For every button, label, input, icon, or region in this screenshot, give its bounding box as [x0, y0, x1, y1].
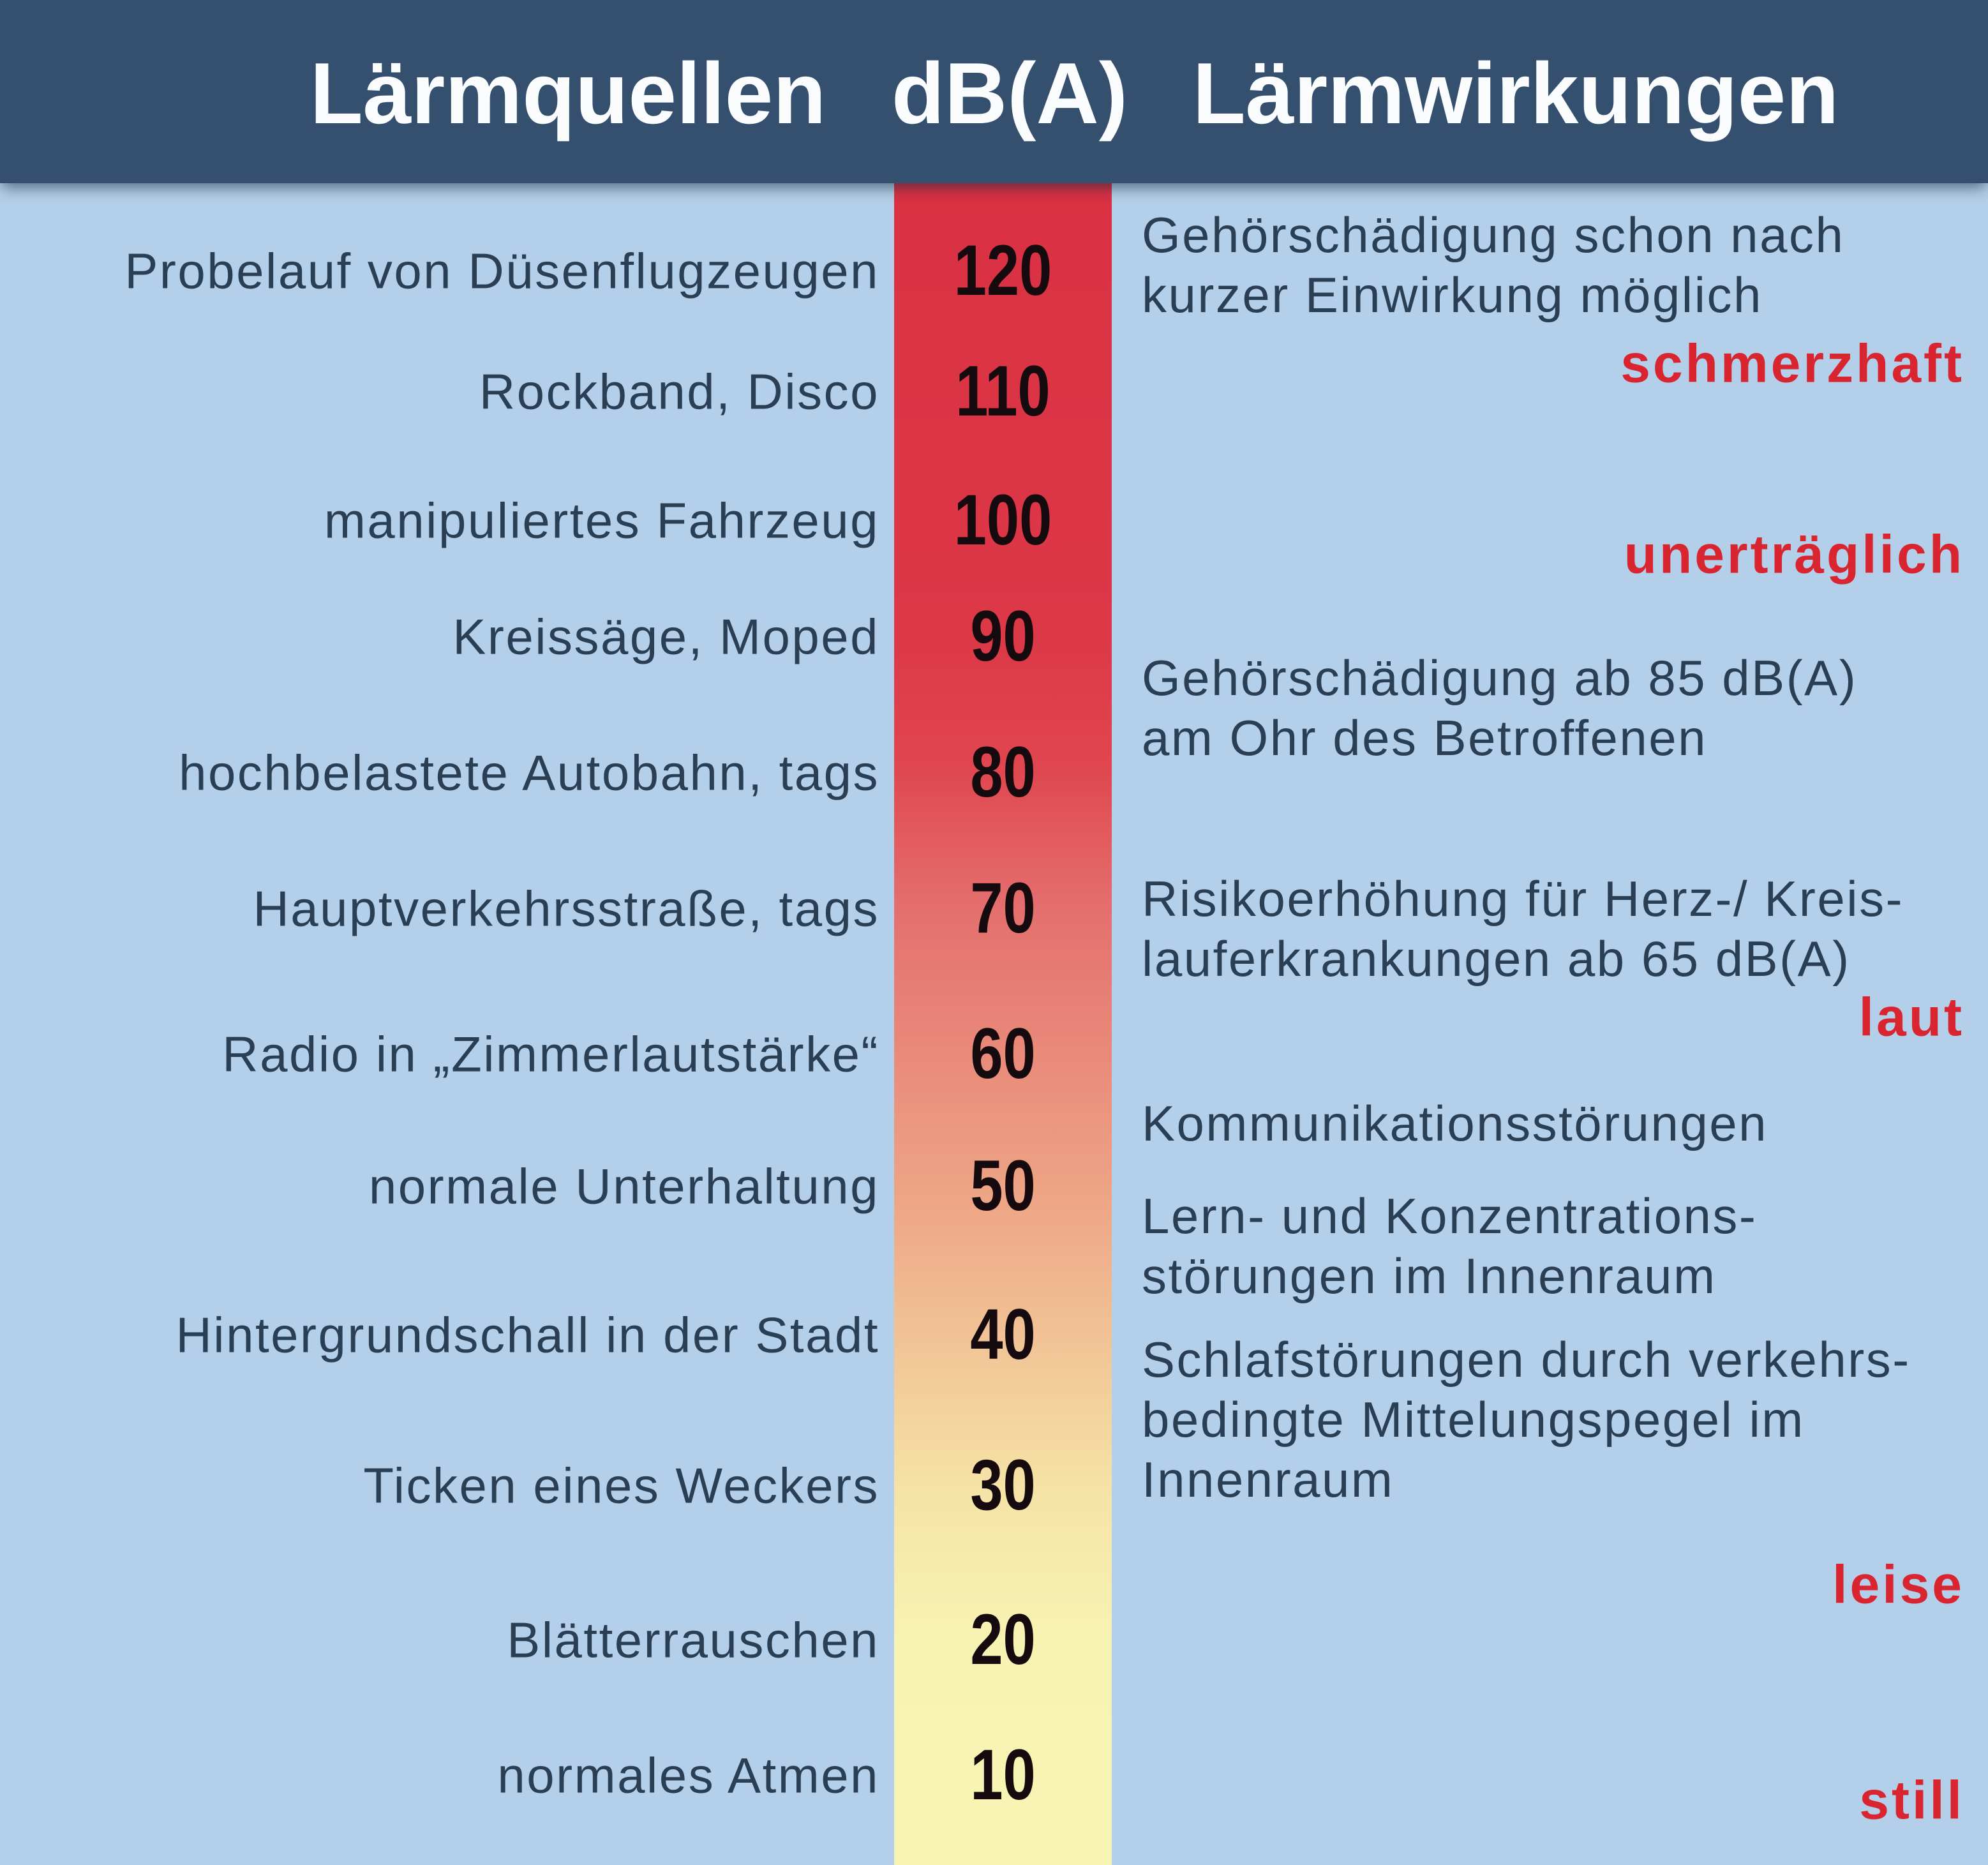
column-title-sources: Lärmquellen [310, 45, 826, 142]
column-title-db: dB(A) [891, 45, 1128, 142]
source-label-80: hochbelastete Autobahn, tags [179, 744, 879, 801]
source-label-70: Hauptverkehrsstraße, tags [253, 880, 879, 937]
db-value-80: 80 [970, 733, 1036, 813]
intensity-label-schmerzhaft: schmerzhaft [1620, 333, 1964, 394]
db-value-120: 120 [953, 231, 1052, 311]
db-value-100: 100 [953, 481, 1052, 560]
db-value-70: 70 [970, 869, 1036, 948]
db-value-50: 50 [970, 1146, 1036, 1226]
source-label-10: normales Atmen [497, 1747, 879, 1804]
db-value-110: 110 [955, 352, 1050, 431]
source-label-50: normale Unterhaltung [368, 1158, 879, 1215]
source-label-90: Kreissäge, Moped [452, 608, 879, 665]
db-value-30: 30 [970, 1446, 1036, 1525]
effect-sleep-disturbance: Schlafstörungen durch verkehrs- bedingte… [1142, 1331, 1911, 1508]
effect-communication-disturbance: Kommunikationsstörungen [1142, 1095, 1768, 1151]
effect-learning-concentration: Lern- und Konzentrations- störungen im I… [1142, 1188, 1758, 1304]
source-label-60: Radio in „Zimmerlautstärke“ [222, 1026, 879, 1082]
db-value-90: 90 [970, 597, 1036, 677]
effect-hearing-damage-short: Gehörschädigung schon nach kurzer Einwir… [1142, 207, 1845, 323]
intensity-label-still: still [1859, 1770, 1964, 1831]
column-title-effects: Lärmwirkungen [1192, 45, 1839, 142]
source-label-40: Hintergrundschall in der Stadt [176, 1307, 879, 1363]
intensity-label-unertraeglich: unerträglich [1624, 524, 1964, 585]
source-label-20: Blätterrauschen [507, 1612, 879, 1668]
intensity-label-laut: laut [1858, 987, 1964, 1047]
intensity-label-leise: leise [1832, 1554, 1964, 1615]
effect-cardiovascular-risk: Risikoerhöhung für Herz-/ Kreis- lauferk… [1142, 871, 1904, 987]
effect-hearing-damage-85db: Gehörschädigung ab 85 dB(A) am Ohr des B… [1142, 650, 1858, 766]
source-label-120: Probelauf von Düsenflugzeugen [124, 243, 879, 299]
db-value-40: 40 [970, 1295, 1036, 1375]
db-value-10: 10 [970, 1735, 1036, 1815]
db-value-60: 60 [970, 1014, 1036, 1094]
db-value-20: 20 [970, 1600, 1036, 1680]
header-bar: Lärmquellen dB(A) Lärmwirkungen [0, 0, 1988, 183]
source-label-100: manipuliertes Fahrzeug [324, 492, 879, 549]
decibel-gradient-scale [894, 183, 1112, 1865]
source-label-30: Ticken eines Weckers [363, 1457, 879, 1514]
source-label-110: Rockband, Disco [479, 363, 879, 420]
